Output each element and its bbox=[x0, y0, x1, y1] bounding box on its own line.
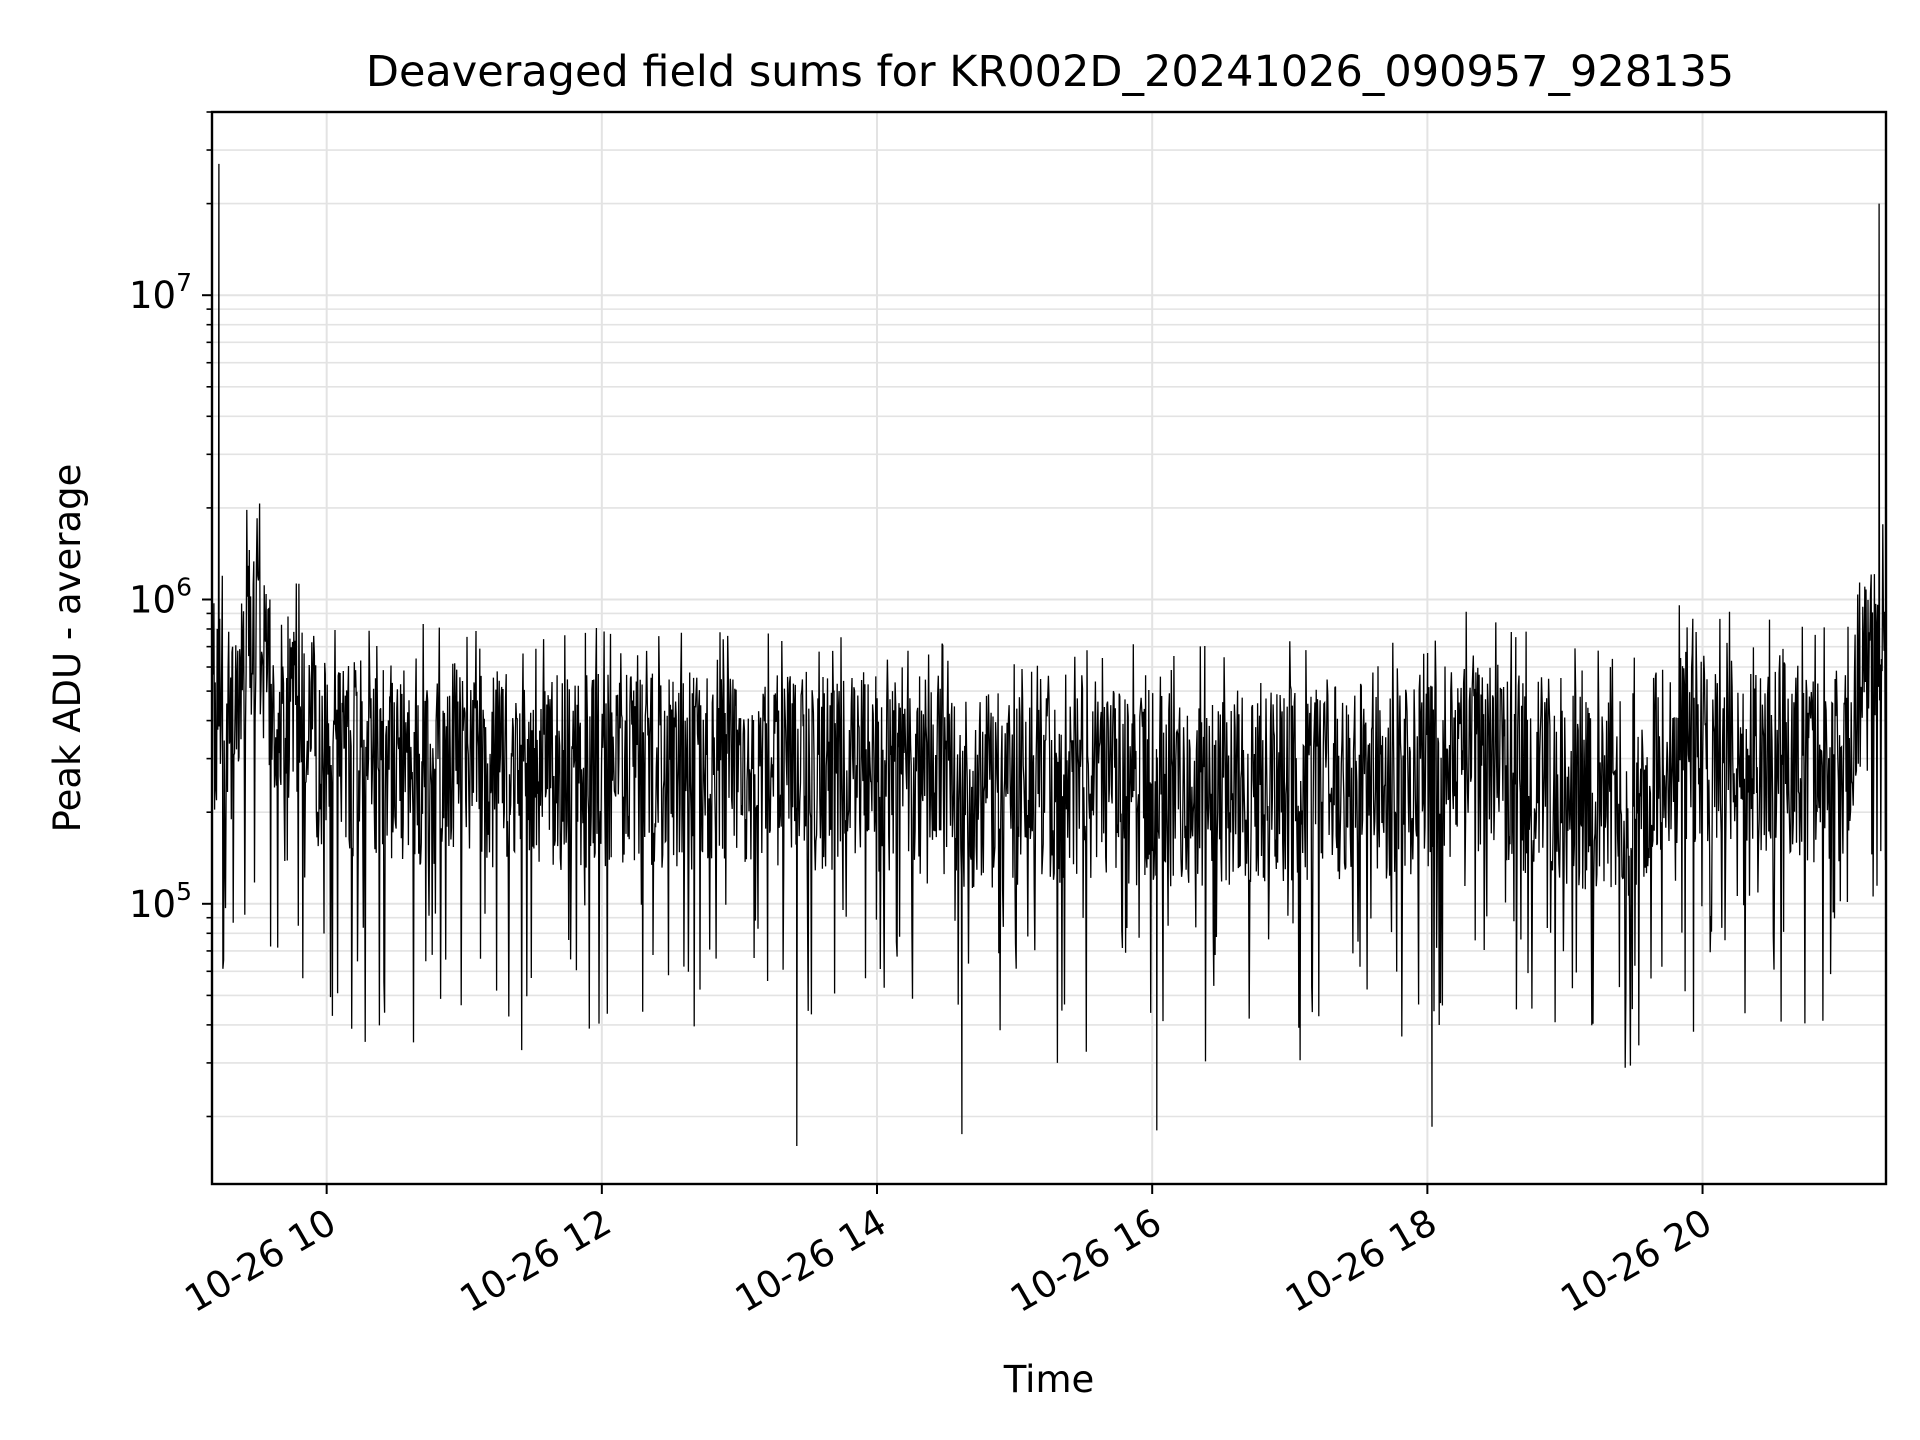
series-line-0 bbox=[211, 163, 1887, 1147]
y-tick-label: 107 bbox=[129, 268, 192, 317]
plot-frame bbox=[210, 110, 1888, 1186]
series-layer bbox=[211, 163, 1887, 1147]
chart-title: Deaveraged field sums for KR002D_2024102… bbox=[366, 47, 1734, 97]
y-tick-label: 106 bbox=[129, 573, 192, 622]
x-axis-label: Time bbox=[1003, 1358, 1095, 1401]
y-tick-label: 105 bbox=[129, 877, 192, 926]
y-axis: 105 106 107 bbox=[129, 111, 212, 1118]
y-axis-label: Peak ADU - average bbox=[46, 464, 89, 833]
